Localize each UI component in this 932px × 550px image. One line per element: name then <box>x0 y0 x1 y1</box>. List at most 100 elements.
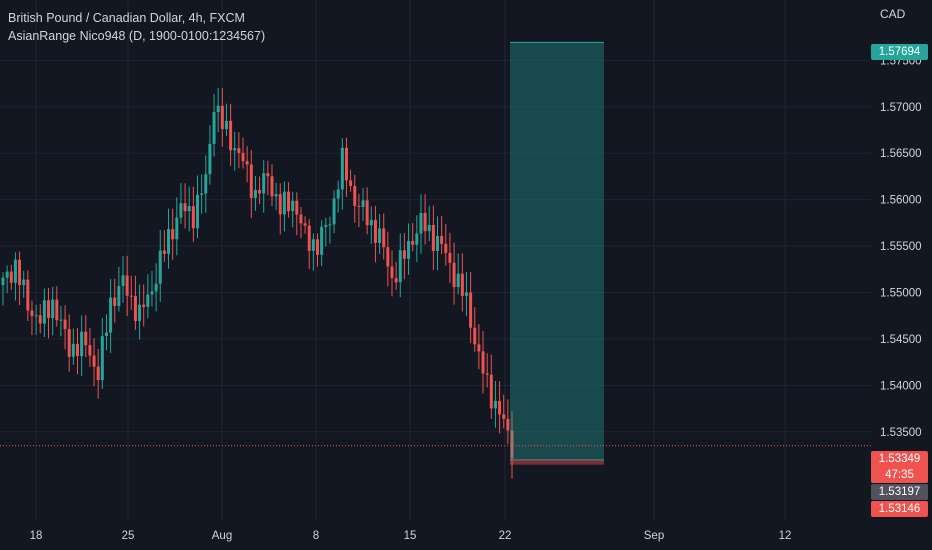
candle <box>320 220 324 267</box>
candle <box>361 187 365 221</box>
candle-body <box>241 152 245 162</box>
candle-body <box>357 205 361 207</box>
candle-body <box>154 283 158 292</box>
candle <box>200 174 204 214</box>
candle <box>411 223 415 252</box>
candle-body <box>320 226 324 255</box>
price-axis-label: 1.55000 <box>880 288 922 300</box>
candle-body <box>485 373 489 375</box>
target-price-tag: 1.57694 <box>871 44 928 60</box>
candle <box>121 255 125 303</box>
candle <box>448 232 452 283</box>
candle <box>394 261 398 291</box>
candle <box>340 138 344 210</box>
candle <box>473 307 477 352</box>
candle <box>382 213 386 260</box>
candle <box>26 270 30 322</box>
candle-body <box>253 190 257 199</box>
candle <box>187 186 191 232</box>
long-position-tool[interactable] <box>0 41 871 465</box>
candle-body <box>274 194 278 197</box>
time-axis[interactable]: 18 25 Aug 8 15 22 Sep 12 <box>30 530 792 542</box>
candle-body <box>369 219 373 226</box>
candle <box>378 214 382 255</box>
candle-body <box>158 250 162 284</box>
candle-body <box>88 345 92 356</box>
candle-body <box>291 200 295 212</box>
candle <box>208 125 212 185</box>
candle-body <box>179 203 183 218</box>
candle-body <box>142 304 146 307</box>
candle <box>13 252 17 301</box>
candle <box>344 137 348 197</box>
currency-label: CAD <box>880 7 906 21</box>
candle <box>142 284 146 327</box>
candle-body <box>299 214 303 224</box>
candle <box>9 264 13 291</box>
candle <box>436 216 440 271</box>
candle-body <box>150 291 154 295</box>
candle-body <box>436 235 440 251</box>
candle-body <box>303 223 307 226</box>
candle <box>179 183 183 224</box>
candle-body <box>113 297 117 306</box>
candle-body <box>47 300 51 319</box>
candle-body <box>117 286 121 306</box>
candle <box>104 314 108 351</box>
candle <box>481 331 485 394</box>
candle <box>415 215 419 263</box>
price-axis[interactable]: 1.53500 1.54000 1.54500 1.55000 1.55500 1.560… <box>880 55 922 438</box>
indicator-label[interactable]: AsianRange Nico948 (D, 1900-0100:1234567… <box>8 29 266 43</box>
candle-body <box>373 219 377 243</box>
candle <box>282 181 286 232</box>
candle-body <box>382 228 386 248</box>
candle-body <box>34 315 38 317</box>
candle-body <box>365 200 369 226</box>
candle-body <box>506 418 510 431</box>
candle <box>328 216 332 244</box>
candle-body <box>59 319 63 321</box>
candle-body <box>390 266 394 279</box>
symbol-title[interactable]: British Pound / Canadian Dollar, 4h, FXC… <box>8 11 245 25</box>
candle <box>195 175 199 239</box>
candle-body <box>51 299 55 319</box>
candle-body <box>316 239 320 255</box>
candle <box>30 300 34 336</box>
candle-body <box>307 225 311 251</box>
candle-body <box>183 203 187 212</box>
candle <box>444 223 448 266</box>
candle-body <box>340 147 344 190</box>
candle <box>299 206 303 239</box>
candle <box>316 233 320 267</box>
candle-body <box>378 228 382 243</box>
candle-body <box>349 180 353 187</box>
candle-body <box>96 366 100 381</box>
candle-body <box>216 105 220 113</box>
candle <box>150 271 154 307</box>
price-axis-label: 1.55500 <box>880 241 922 253</box>
candle-body <box>469 292 473 328</box>
candle <box>402 233 406 280</box>
candle <box>22 270 26 298</box>
candle-body <box>212 112 216 144</box>
candle-body <box>332 198 336 225</box>
time-axis-label: 12 <box>779 530 792 542</box>
candle-body <box>353 186 357 206</box>
candle-body <box>63 319 67 330</box>
profit-zone <box>510 42 604 460</box>
candle-body <box>204 174 208 194</box>
candle <box>113 278 117 323</box>
countdown-tag: 47:35 <box>871 467 928 483</box>
candle-body <box>249 164 253 199</box>
candle-body <box>245 161 249 165</box>
candle <box>38 304 42 334</box>
candle <box>506 399 510 445</box>
candle-body <box>278 194 282 215</box>
chart-grid <box>0 0 871 520</box>
candle <box>241 137 245 169</box>
candle-body <box>510 430 514 459</box>
candle-body <box>162 250 166 254</box>
candle-body <box>67 329 71 357</box>
candle-body <box>26 279 30 311</box>
